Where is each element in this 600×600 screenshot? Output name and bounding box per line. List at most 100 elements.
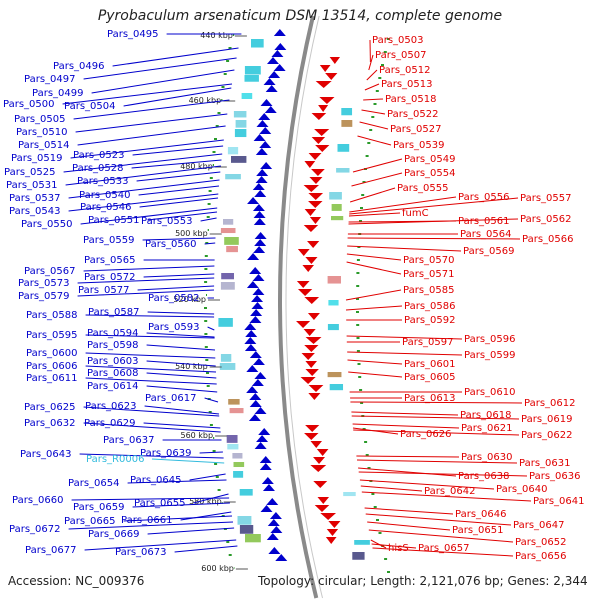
right-gene-label[interactable]: Pars_0592 bbox=[404, 315, 455, 326]
right-gene-label[interactable]: Pars_0630 bbox=[461, 452, 512, 463]
left-gene-label[interactable]: Pars_0588 bbox=[26, 310, 77, 321]
left-gene-label[interactable]: Pars_0600 bbox=[26, 348, 77, 359]
right-gene-label[interactable]: Pars_0641 bbox=[533, 496, 584, 507]
right-gene-label[interactable]: Pars_0512 bbox=[379, 65, 430, 76]
left-gene-label[interactable]: Pars_0496 bbox=[53, 61, 104, 72]
left-gene-label[interactable]: Pars_0660 bbox=[12, 495, 63, 506]
right-gene-label[interactable]: Pars_0564 bbox=[460, 229, 511, 240]
left-gene-label[interactable]: Pars_0499 bbox=[32, 88, 83, 99]
left-gene-label[interactable]: Pars_0637 bbox=[103, 435, 154, 446]
right-gene-label[interactable]: Pars_0640 bbox=[496, 484, 547, 495]
right-gene-label[interactable]: Pars_0613 bbox=[404, 393, 455, 404]
right-gene-labels[interactable]: Pars_0503 Pars_0507 Pars_0512 Pars_0513 Pars… bbox=[372, 35, 584, 562]
right-gene-label[interactable]: Pars_0554 bbox=[404, 168, 455, 179]
left-gene-label[interactable]: Pars_0531 bbox=[6, 180, 57, 191]
right-gene-label[interactable]: Pars_0522 bbox=[387, 109, 438, 120]
right-gene-label[interactable]: Pars_0571 bbox=[403, 269, 454, 280]
left-gene-label[interactable]: Pars_0533 bbox=[77, 176, 128, 187]
right-gene-label[interactable]: Pars_0549 bbox=[404, 154, 455, 165]
right-gene-label[interactable]: Pars_0597 bbox=[402, 337, 453, 348]
left-gene-label[interactable]: Pars_0643 bbox=[20, 449, 71, 460]
left-gene-label[interactable]: Pars_0603 bbox=[87, 356, 138, 367]
left-gene-label[interactable]: Pars_0553 bbox=[141, 216, 192, 227]
left-gene-label[interactable]: Pars_0540 bbox=[79, 190, 130, 201]
right-gene-label[interactable]: Pars_0605 bbox=[404, 372, 455, 383]
left-gene-label[interactable]: Pars_0528 bbox=[72, 163, 123, 174]
right-gene-label[interactable]: Pars_0566 bbox=[522, 234, 573, 245]
left-gene-label[interactable]: Pars_0639 bbox=[140, 448, 191, 459]
left-gene-label[interactable]: Pars_0551 bbox=[88, 215, 139, 226]
left-gene-label[interactable]: Pars_0537 bbox=[9, 193, 60, 204]
left-gene-label[interactable]: Pars_0608 bbox=[87, 368, 138, 379]
left-gene-label[interactable]: Pars_0550 bbox=[21, 219, 72, 230]
left-gene-label[interactable]: Pars_0645 bbox=[130, 475, 181, 486]
left-gene-label[interactable]: Pars_0495 bbox=[107, 29, 158, 40]
left-gene-label[interactable]: Pars_0617 bbox=[145, 393, 196, 404]
left-gene-label[interactable]: Pars_0546 bbox=[80, 202, 131, 213]
left-gene-label[interactable]: Pars_0582 bbox=[148, 293, 199, 304]
left-gene-label[interactable]: Pars_0504 bbox=[64, 101, 115, 112]
left-gene-label[interactable]: Pars_0579 bbox=[18, 291, 69, 302]
right-gene-label[interactable]: Pars_0612 bbox=[524, 398, 575, 409]
right-gene-label[interactable]: Pars_0610 bbox=[464, 387, 515, 398]
right-gene-label[interactable]: Pars_0631 bbox=[519, 458, 570, 469]
right-gene-label[interactable]: Pars_0652 bbox=[515, 537, 566, 548]
left-gene-label[interactable]: Pars_0629 bbox=[84, 418, 135, 429]
right-gene-label[interactable]: Pars_0599 bbox=[464, 350, 515, 361]
right-gene-label[interactable]: Pars_0601 bbox=[404, 359, 455, 370]
left-gene-label[interactable]: Pars_0543 bbox=[9, 206, 60, 217]
left-gene-label[interactable]: Pars_0614 bbox=[87, 381, 138, 392]
left-gene-label[interactable]: Pars_0505 bbox=[14, 114, 65, 125]
left-gene-label[interactable]: Pars_0672 bbox=[9, 524, 60, 535]
left-gene-label[interactable]: Pars_0525 bbox=[4, 167, 55, 178]
left-gene-label[interactable]: Pars_0510 bbox=[16, 127, 67, 138]
left-gene-labels[interactable]: Pars_0495Pars_0496Pars_0497Pars_0499Pars… bbox=[3, 29, 199, 558]
right-gene-label[interactable]: Pars_0555 bbox=[397, 183, 448, 194]
left-gene-label[interactable]: Pars_0606 bbox=[26, 361, 77, 372]
left-gene-label[interactable]: Pars_0593 bbox=[148, 322, 199, 333]
left-gene-label[interactable]: Pars_0594 bbox=[87, 328, 138, 339]
left-gene-label[interactable]: Pars_0572 bbox=[84, 272, 135, 283]
right-gene-label[interactable]: Pars_0556 bbox=[458, 192, 509, 203]
left-gene-label[interactable]: Pars_0659 bbox=[73, 502, 124, 513]
right-gene-label[interactable]: Pars_0539 bbox=[393, 140, 444, 151]
right-gene-label[interactable]: Pars_0642 bbox=[424, 486, 475, 497]
left-gene-label[interactable]: Pars_0632 bbox=[24, 418, 75, 429]
left-gene-label[interactable]: Pars_0573 bbox=[18, 278, 69, 289]
left-gene-label[interactable]: Pars_0598 bbox=[87, 340, 138, 351]
left-gene-label[interactable]: Pars_0500 bbox=[3, 99, 54, 110]
right-gene-label[interactable]: Pars_0651 bbox=[452, 525, 503, 536]
right-gene-label[interactable]: Pars_0646 bbox=[455, 509, 506, 520]
right-gene-label[interactable]: hisS bbox=[388, 543, 409, 554]
left-gene-label[interactable]: Pars_0654 bbox=[68, 478, 119, 489]
right-gene-label[interactable]: Pars_0626 bbox=[400, 429, 451, 440]
left-gene-label[interactable]: Pars_0595 bbox=[26, 330, 77, 341]
right-gene-label[interactable]: Pars_0503 bbox=[372, 35, 423, 46]
right-gene-label[interactable]: Pars_0561 bbox=[458, 216, 509, 227]
left-gene-label[interactable]: Pars_0567 bbox=[24, 266, 75, 277]
right-gene-label[interactable]: Pars_0518 bbox=[385, 94, 436, 105]
right-gene-label[interactable]: Pars_0570 bbox=[403, 255, 454, 266]
right-gene-label[interactable]: Pars_0636 bbox=[529, 471, 580, 482]
right-gene-label[interactable]: Pars_0647 bbox=[513, 520, 564, 531]
right-gene-label[interactable]: Pars_0513 bbox=[381, 79, 432, 90]
left-gene-label[interactable]: Pars_0565 bbox=[84, 255, 135, 266]
left-gene-label[interactable]: Pars_0655 bbox=[134, 498, 185, 509]
left-gene-label[interactable]: Pars_R0006 bbox=[86, 454, 144, 465]
right-gene-label[interactable]: Pars_0619 bbox=[521, 414, 572, 425]
left-gene-label[interactable]: Pars_0677 bbox=[25, 545, 76, 556]
left-gene-label[interactable]: Pars_0673 bbox=[115, 547, 166, 558]
right-gene-label[interactable]: Pars_0621 bbox=[461, 423, 512, 434]
right-gene-label[interactable]: Pars_0657 bbox=[418, 543, 469, 554]
left-gene-label[interactable]: Pars_0611 bbox=[26, 373, 77, 384]
left-gene-label[interactable]: Pars_0560 bbox=[145, 239, 196, 250]
right-gene-label[interactable]: Pars_0585 bbox=[403, 285, 454, 296]
right-gene-label[interactable]: Pars_0656 bbox=[515, 551, 566, 562]
left-gene-label[interactable]: Pars_0587 bbox=[88, 307, 139, 318]
left-gene-label[interactable]: Pars_0661 bbox=[121, 515, 172, 526]
right-gene-label[interactable]: Pars_0622 bbox=[521, 430, 572, 441]
right-gene-label[interactable]: Pars_0557 bbox=[520, 193, 571, 204]
right-gene-label[interactable]: Pars_0507 bbox=[375, 50, 426, 61]
left-gene-label[interactable]: Pars_0523 bbox=[73, 150, 124, 161]
right-gene-label[interactable]: Pars_0562 bbox=[520, 214, 571, 225]
